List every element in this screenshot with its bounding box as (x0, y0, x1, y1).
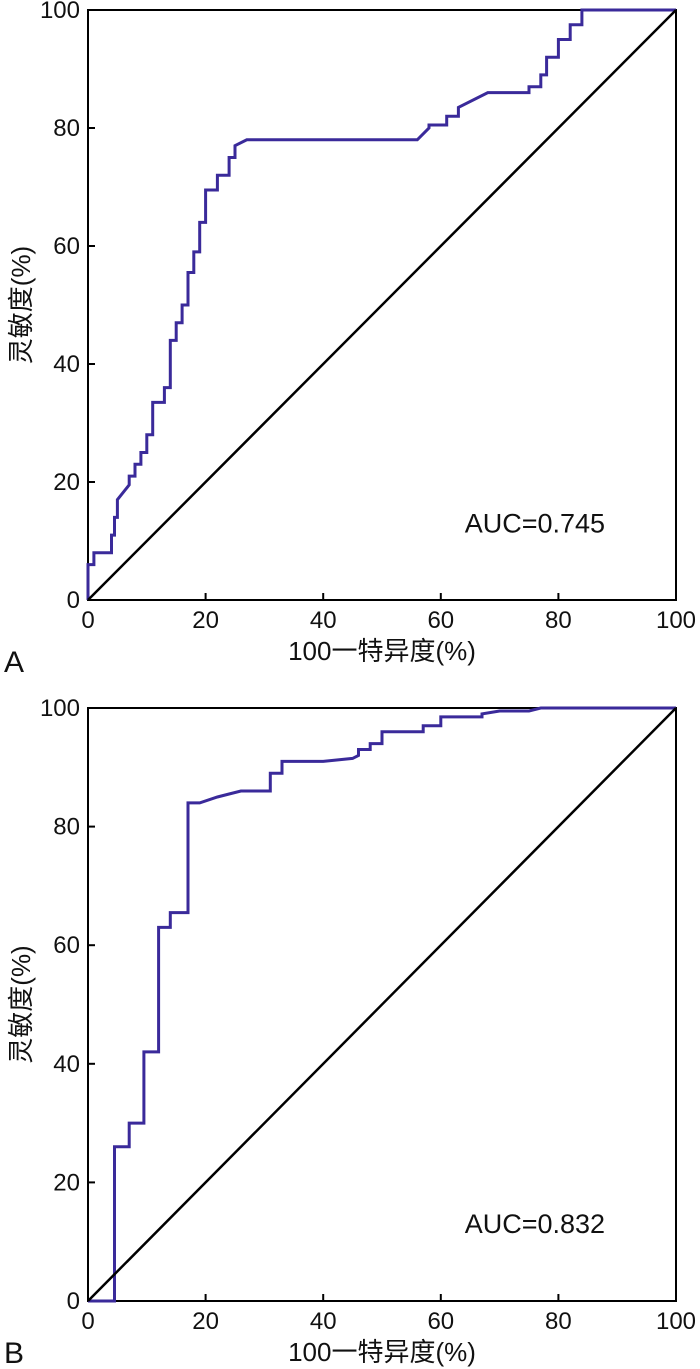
panel-label: A (4, 646, 24, 679)
panel-label: B (4, 1337, 24, 1369)
y-tick-label: 80 (53, 115, 80, 142)
y-tick-label: 40 (53, 1051, 80, 1078)
x-tick-label: 40 (310, 1308, 337, 1335)
series-lines (86, 8, 677, 601)
x-tick-label: 0 (81, 607, 94, 634)
y-tick-label: 40 (53, 351, 80, 378)
y-tick-label: 0 (67, 1288, 80, 1315)
y-tick-label: 100 (40, 0, 80, 24)
y-axis-label: 灵敏度(%) (6, 945, 36, 1063)
y-tick-label: 60 (53, 932, 80, 959)
y-tick-label: 100 (40, 695, 80, 722)
series-lines (87, 706, 677, 1303)
plot-frame (87, 9, 677, 601)
reference-diagonal (87, 9, 677, 601)
y-tick-label: 0 (67, 587, 80, 614)
y-tick-label: 60 (53, 233, 80, 260)
y-tick-label: 20 (53, 469, 80, 496)
roc-curve (88, 706, 676, 1303)
x-tick-label: 0 (81, 1308, 94, 1335)
reference-diagonal (87, 707, 677, 1302)
auc-annotation: AUC=0.745 (465, 508, 605, 538)
x-tick-label: 60 (427, 1308, 454, 1335)
y-tick-label: 20 (53, 1169, 80, 1196)
axis-ticks: 0 20 40 60 80 100 0 20 40 60 80 100 (40, 695, 696, 1335)
x-tick-label: 40 (310, 607, 337, 634)
x-tick-label: 60 (427, 607, 454, 634)
x-tick-label: 80 (545, 607, 572, 634)
x-tick-label: 100 (656, 607, 696, 634)
axis-ticks: 0 20 40 60 80 100 0 20 40 60 80 100 (40, 0, 696, 634)
y-tick-label: 80 (53, 814, 80, 841)
x-tick-label: 80 (545, 1308, 572, 1335)
x-axis-label: 100一特异度(%) (288, 636, 476, 666)
x-tick-label: 20 (192, 1308, 219, 1335)
auc-annotation: AUC=0.832 (465, 1209, 605, 1239)
plot-frame (87, 707, 677, 1302)
roc-panel-b: 0 20 40 60 80 100 0 20 40 60 80 100 AUC=0.832 100一特… (4, 695, 696, 1369)
roc-curve (86, 8, 676, 600)
roc-panel-a: 0 20 40 60 80 100 0 20 40 60 80 100 AUC=0.745 100一特… (4, 0, 696, 679)
y-axis-label: 灵敏度(%) (6, 246, 36, 364)
x-axis-label: 100一特异度(%) (288, 1337, 476, 1367)
x-tick-label: 100 (656, 1308, 696, 1335)
x-tick-label: 20 (192, 607, 219, 634)
